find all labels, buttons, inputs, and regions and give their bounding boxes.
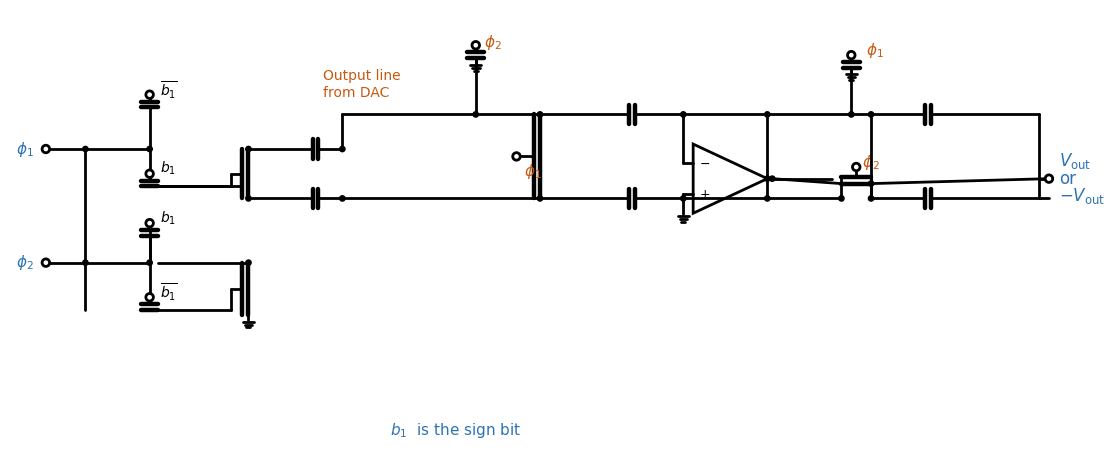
Text: $b_1$: $b_1$ — [160, 210, 177, 227]
Circle shape — [246, 146, 252, 152]
Text: Output line
from DAC: Output line from DAC — [323, 69, 401, 101]
Text: $+$: $+$ — [699, 188, 710, 201]
Circle shape — [147, 260, 152, 265]
Circle shape — [246, 196, 252, 201]
Circle shape — [339, 146, 345, 152]
Text: or: or — [1058, 170, 1076, 188]
Circle shape — [868, 196, 874, 201]
Circle shape — [681, 112, 686, 117]
Circle shape — [42, 259, 50, 266]
Circle shape — [681, 196, 686, 201]
Text: $\phi_1$: $\phi_1$ — [866, 41, 884, 60]
Text: $-V_{\mathrm{out}}$: $-V_{\mathrm{out}}$ — [1058, 186, 1105, 206]
Circle shape — [146, 293, 154, 301]
Text: $\overline{b_1}$: $\overline{b_1}$ — [160, 281, 178, 303]
Circle shape — [868, 181, 874, 186]
Circle shape — [538, 112, 543, 117]
Text: $\phi_2$: $\phi_2$ — [17, 253, 33, 272]
Circle shape — [847, 51, 855, 59]
Circle shape — [1045, 175, 1053, 183]
Circle shape — [246, 260, 252, 265]
Circle shape — [473, 112, 479, 117]
Circle shape — [146, 219, 154, 227]
Circle shape — [848, 112, 854, 117]
Circle shape — [839, 196, 844, 201]
Circle shape — [147, 146, 152, 152]
Circle shape — [765, 112, 770, 117]
Circle shape — [765, 176, 770, 181]
Circle shape — [538, 196, 543, 201]
Text: $\phi_2$: $\phi_2$ — [484, 33, 501, 52]
Circle shape — [82, 146, 88, 152]
Circle shape — [765, 196, 770, 201]
Text: $\phi_1$: $\phi_1$ — [17, 139, 35, 159]
Circle shape — [82, 260, 88, 265]
Text: $V_{\mathrm{out}}$: $V_{\mathrm{out}}$ — [1058, 151, 1091, 171]
Text: $\phi_1$: $\phi_1$ — [524, 162, 542, 181]
Circle shape — [868, 112, 874, 117]
Circle shape — [146, 91, 154, 98]
Circle shape — [146, 170, 154, 177]
Text: $\phi_2$: $\phi_2$ — [861, 153, 879, 172]
Circle shape — [769, 176, 775, 181]
Circle shape — [513, 153, 520, 160]
Circle shape — [42, 145, 50, 153]
Circle shape — [853, 163, 860, 171]
Text: $-$: $-$ — [699, 157, 710, 169]
Circle shape — [472, 42, 480, 49]
Text: $\overline{b_1}$: $\overline{b_1}$ — [160, 79, 178, 101]
Text: $b_1$  is the sign bit: $b_1$ is the sign bit — [391, 421, 522, 440]
Text: $b_1$: $b_1$ — [160, 160, 177, 177]
Circle shape — [339, 196, 345, 201]
